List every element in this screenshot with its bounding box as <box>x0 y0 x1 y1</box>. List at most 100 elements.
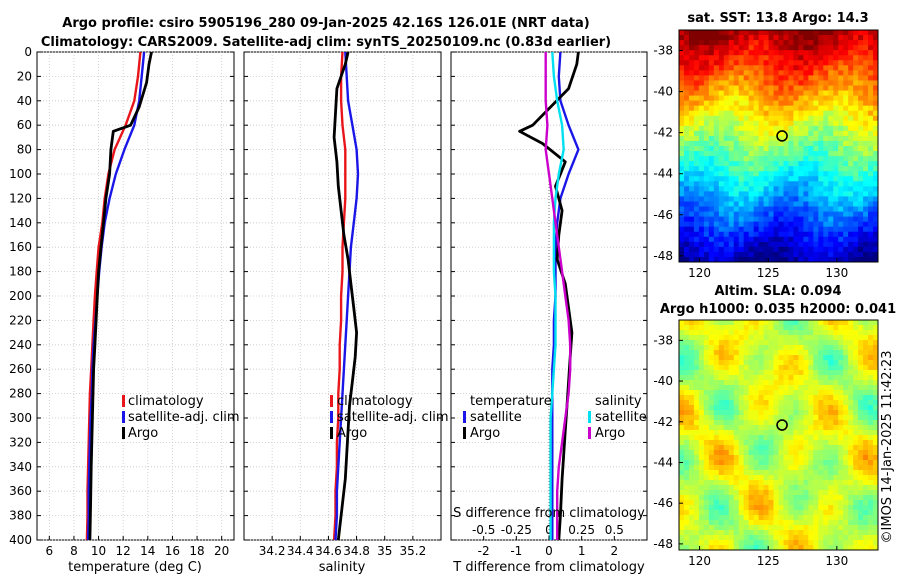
map-cell <box>793 241 799 248</box>
map-cell <box>683 510 690 516</box>
map-cell <box>873 45 879 51</box>
map-cell <box>698 110 705 117</box>
map-cell <box>863 525 869 531</box>
map-cell <box>773 55 779 61</box>
map-cell <box>868 375 874 381</box>
map-cell <box>753 60 760 66</box>
map-cell <box>753 400 760 406</box>
map-cell <box>738 30 745 36</box>
map-cell <box>713 40 720 46</box>
map-cell <box>833 156 839 162</box>
map-cell <box>738 360 745 366</box>
map-cell <box>863 345 869 351</box>
map-cell <box>843 196 849 202</box>
map-cell <box>688 100 695 107</box>
map-cell <box>803 330 809 336</box>
map-cell <box>763 465 769 471</box>
map-cell <box>753 365 760 371</box>
map-cell <box>703 186 710 192</box>
map-cell <box>723 115 730 122</box>
map-cell <box>848 80 854 86</box>
map-cell <box>813 176 819 182</box>
map-cell <box>813 216 819 223</box>
map-cell <box>828 320 834 326</box>
map-cell <box>868 151 874 157</box>
map-cell <box>838 495 844 501</box>
map-cell <box>768 370 774 376</box>
map-cell <box>713 360 720 366</box>
map-cell <box>843 445 849 451</box>
map-cell <box>833 135 839 142</box>
y-tick-label: 180 <box>9 265 32 279</box>
map-cell <box>728 390 735 396</box>
map-cell <box>818 545 824 551</box>
map-cell <box>833 120 839 127</box>
map-cell <box>868 246 874 253</box>
map-cell <box>743 525 750 531</box>
map-cell <box>843 161 849 167</box>
map-cell <box>679 35 685 41</box>
map-cell <box>853 425 859 431</box>
map-cell <box>813 191 819 197</box>
map-cell <box>698 201 705 207</box>
map-cell <box>858 191 864 197</box>
map-cell <box>683 505 690 511</box>
map-cell <box>698 80 705 86</box>
y-tick-label: 100 <box>9 167 32 181</box>
map-cell <box>773 480 779 486</box>
map-cell <box>868 475 874 481</box>
map-cell <box>828 30 834 36</box>
map-cell <box>723 246 730 253</box>
map-cell <box>728 485 735 491</box>
map-cell <box>728 360 735 366</box>
map-cell <box>848 505 854 511</box>
map-cell <box>723 80 730 86</box>
y-tick-label: 340 <box>9 460 32 474</box>
map-cell <box>793 510 799 516</box>
map-cell <box>773 251 779 258</box>
map-cell <box>733 455 740 461</box>
map-cell <box>778 365 784 371</box>
map-cell <box>768 405 774 411</box>
map-cell <box>708 545 715 551</box>
map-cell <box>778 385 784 391</box>
map-cell <box>863 335 869 341</box>
map-cell <box>768 55 774 61</box>
map-cell <box>723 320 730 326</box>
map-cell <box>818 455 824 461</box>
map-cell <box>783 151 789 157</box>
map-cell <box>803 485 809 491</box>
map-cell <box>833 365 839 371</box>
map-cell <box>778 140 784 147</box>
map-cell <box>793 350 799 356</box>
map-cell <box>833 530 839 536</box>
map-cell <box>743 85 750 91</box>
map-cell <box>728 65 735 71</box>
map-cell <box>833 320 839 326</box>
map-cell <box>753 420 760 426</box>
map-cell <box>828 510 834 516</box>
map-cell <box>873 420 879 426</box>
map-cell <box>873 430 879 436</box>
map-cell <box>808 375 814 381</box>
map-cell <box>768 420 774 426</box>
map-cell <box>863 320 869 326</box>
map-cell <box>783 95 789 102</box>
map-cell <box>728 181 735 187</box>
map-cell <box>823 186 829 192</box>
map-cell <box>773 530 779 536</box>
map-cell <box>808 440 814 446</box>
map-cell <box>683 330 690 336</box>
map-cell <box>793 156 799 162</box>
map-cell <box>838 100 844 107</box>
map-cell <box>758 505 764 511</box>
map-cell <box>693 95 700 102</box>
map-cell <box>698 515 705 521</box>
map-cell <box>688 500 695 506</box>
map-cell <box>833 370 839 376</box>
map-cell <box>838 140 844 147</box>
map-cell <box>733 500 740 506</box>
temperature-panel: 0204060801001201401601802002202402602803… <box>9 45 234 558</box>
map-cell <box>683 455 690 461</box>
